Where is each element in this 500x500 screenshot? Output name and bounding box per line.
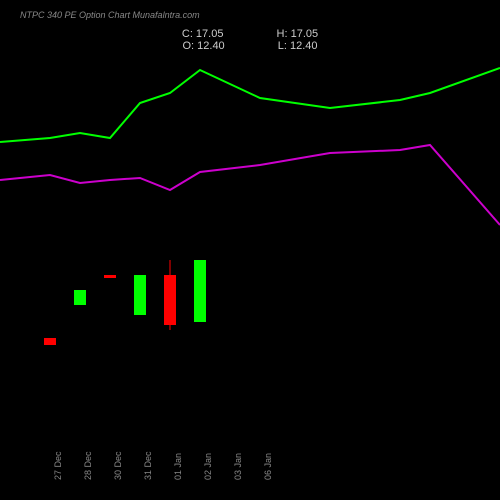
chart-svg: [0, 0, 500, 500]
candle-body: [164, 275, 176, 325]
lower-band-line: [0, 145, 500, 225]
candle-body: [74, 290, 86, 305]
candle-layer: [44, 260, 206, 345]
x-axis-tick-label: 31 Dec: [143, 451, 153, 480]
candle-body: [104, 275, 116, 278]
x-axis-tick-label: 27 Dec: [53, 451, 63, 480]
x-axis-tick-label: 06 Jan: [263, 453, 273, 480]
option-chart: NTPC 340 PE Option Chart Munafalntra.com…: [0, 0, 500, 500]
x-axis-tick-label: 03 Jan: [233, 453, 243, 480]
x-axis-tick-label: 30 Dec: [113, 451, 123, 480]
x-axis-tick-label: 01 Jan: [173, 453, 183, 480]
x-axis-tick-label: 28 Dec: [83, 451, 93, 480]
x-axis-tick-label: 02 Jan: [203, 453, 213, 480]
candle-body: [194, 260, 206, 322]
candle-body: [134, 275, 146, 315]
upper-band-line: [0, 68, 500, 142]
candle-body: [44, 338, 56, 345]
